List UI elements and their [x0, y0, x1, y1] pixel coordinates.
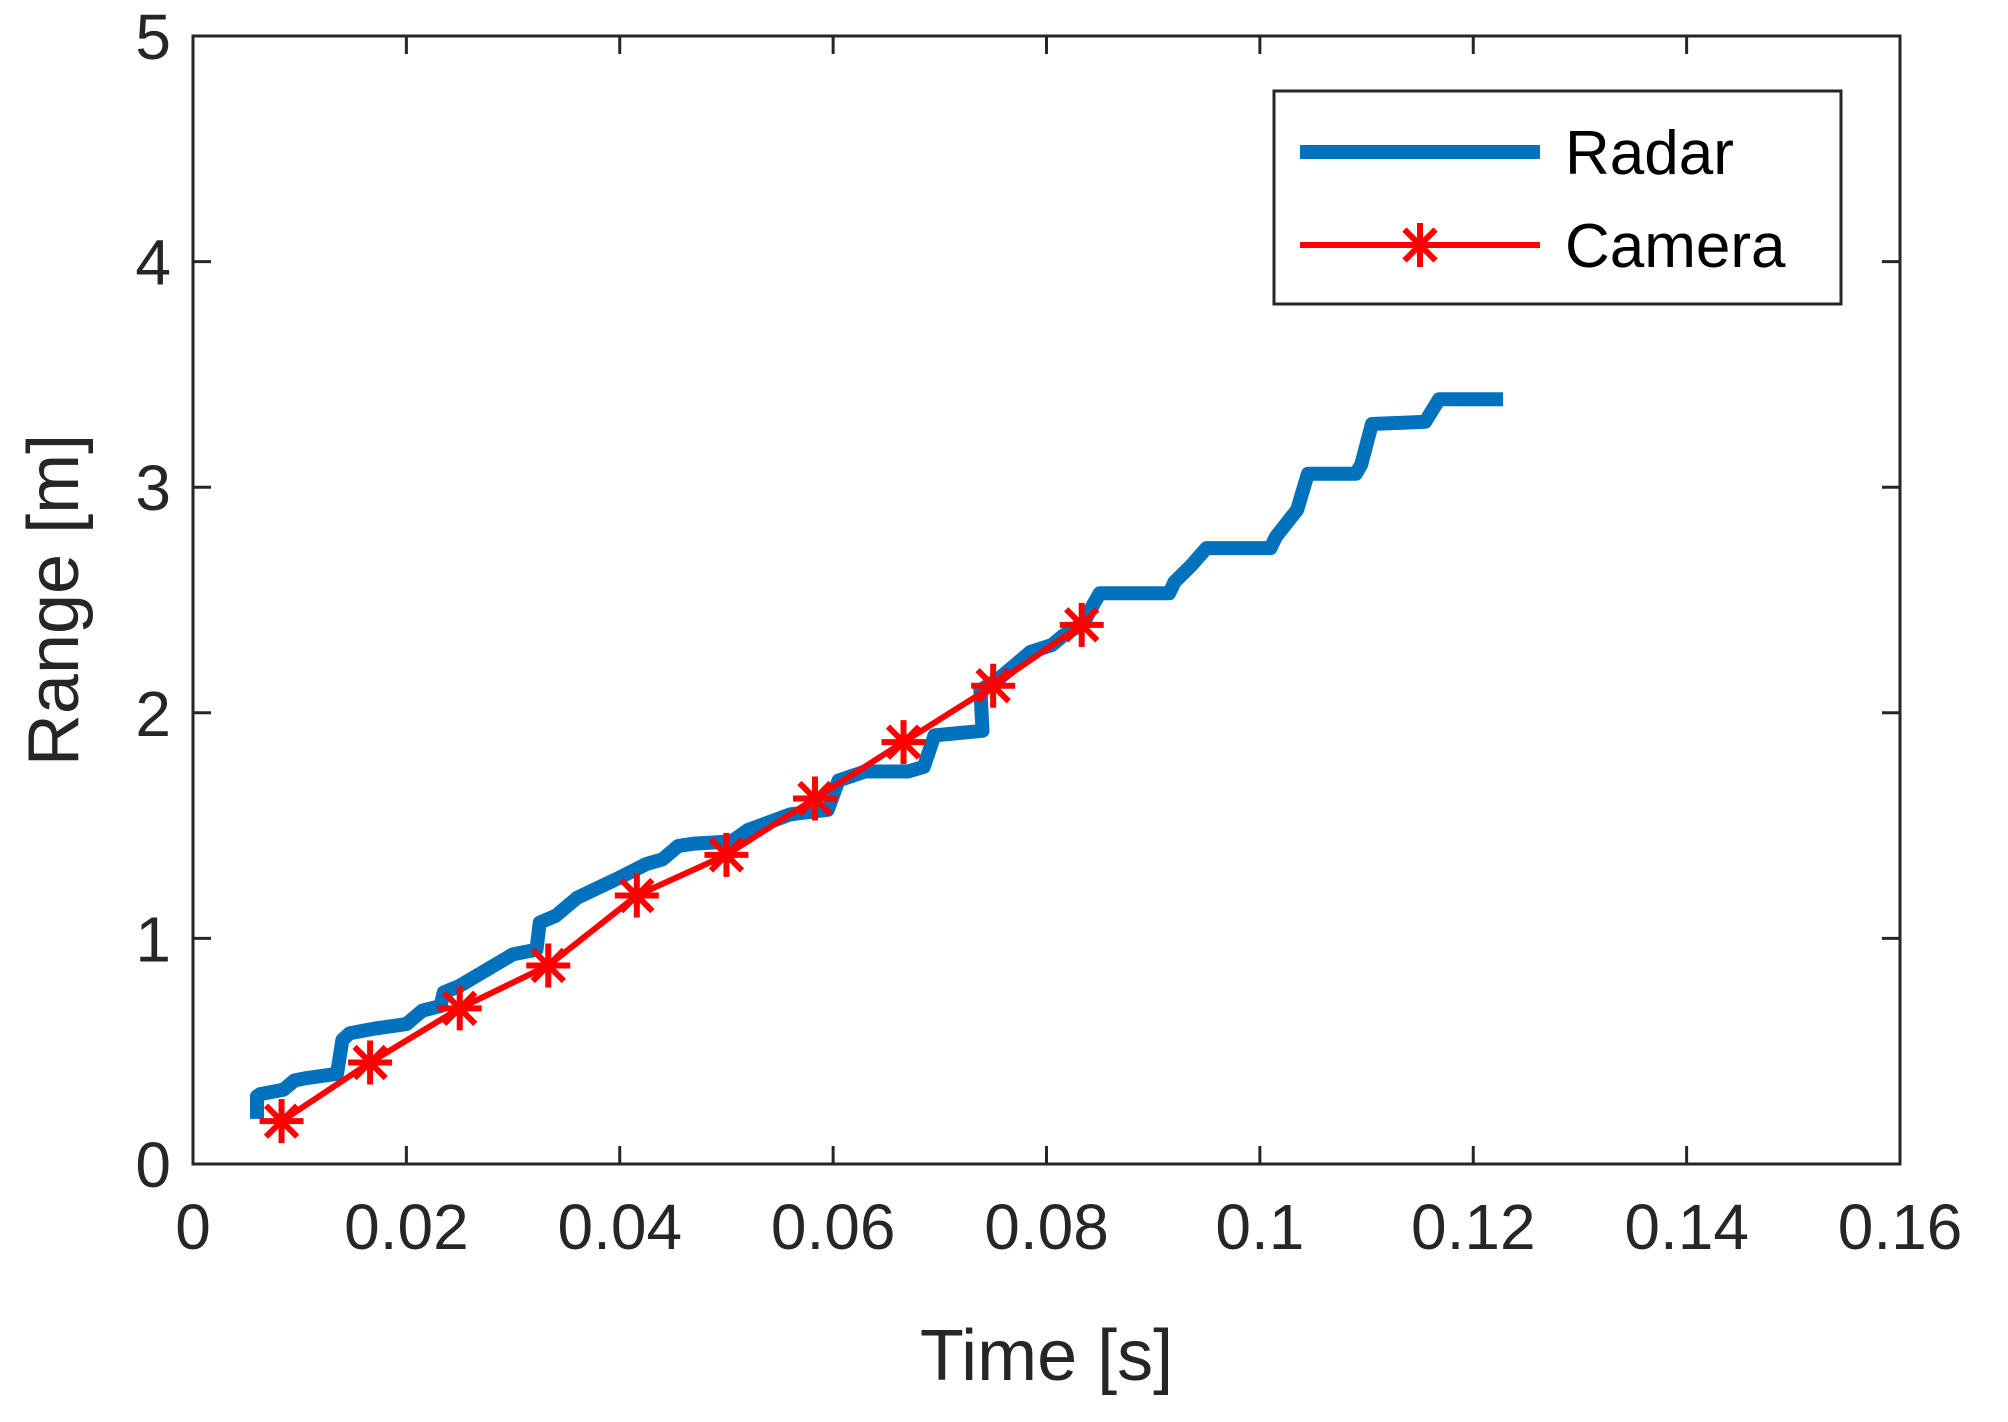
x-axis-title: Time [s] — [920, 1316, 1173, 1396]
camera-data-point — [1059, 602, 1104, 647]
y-tick-labels: 0 1 2 3 4 5 — [135, 1, 171, 1201]
camera-series-line — [279, 622, 1084, 1124]
y-tick-label: 1 — [135, 903, 171, 975]
camera-data-point — [259, 1099, 304, 1144]
camera-data-point — [614, 873, 659, 918]
x-tick-labels: 0 0.02 0.04 0.06 0.08 0.1 0.12 0.14 0.16 — [175, 1191, 1962, 1263]
legend-frame — [1272, 89, 1843, 306]
y-tick-label: 3 — [135, 452, 171, 524]
x-tick-label: 0.02 — [344, 1191, 469, 1263]
legend-camera-marker — [1398, 223, 1442, 267]
camera-data-point — [526, 943, 571, 988]
y-tick-label: 4 — [135, 227, 171, 299]
camera-data-point — [1398, 223, 1442, 267]
legend-camera-label: Camera — [1565, 212, 1786, 281]
legend-radar-label: Radar — [1565, 119, 1734, 188]
y-axis-title: Range [m] — [14, 434, 94, 766]
camera-data-point — [348, 1040, 393, 1085]
x-tick-label: 0.06 — [771, 1191, 896, 1263]
camera-data-point — [704, 832, 749, 877]
y-tick-label: 0 — [135, 1129, 171, 1201]
y-tick-label: 2 — [135, 678, 171, 750]
camera-data-point — [792, 776, 837, 821]
camera-data-point — [437, 986, 482, 1031]
x-tick-label: 0 — [175, 1191, 211, 1263]
x-tick-label: 0.12 — [1411, 1191, 1536, 1263]
y-tick-label: 5 — [135, 1, 171, 73]
series-layer — [250, 392, 1504, 1144]
x-tick-label: 0.14 — [1624, 1191, 1749, 1263]
x-tick-label: 0.16 — [1838, 1191, 1963, 1263]
legend: Radar Camera — [1272, 89, 1843, 306]
camera-data-point — [971, 663, 1016, 708]
x-tick-label: 0.1 — [1215, 1191, 1304, 1263]
axis-ticks — [191, 34, 1902, 1166]
x-tick-label: 0.08 — [984, 1191, 1109, 1263]
x-tick-label: 0.04 — [557, 1191, 682, 1263]
camera-data-point — [881, 720, 926, 765]
